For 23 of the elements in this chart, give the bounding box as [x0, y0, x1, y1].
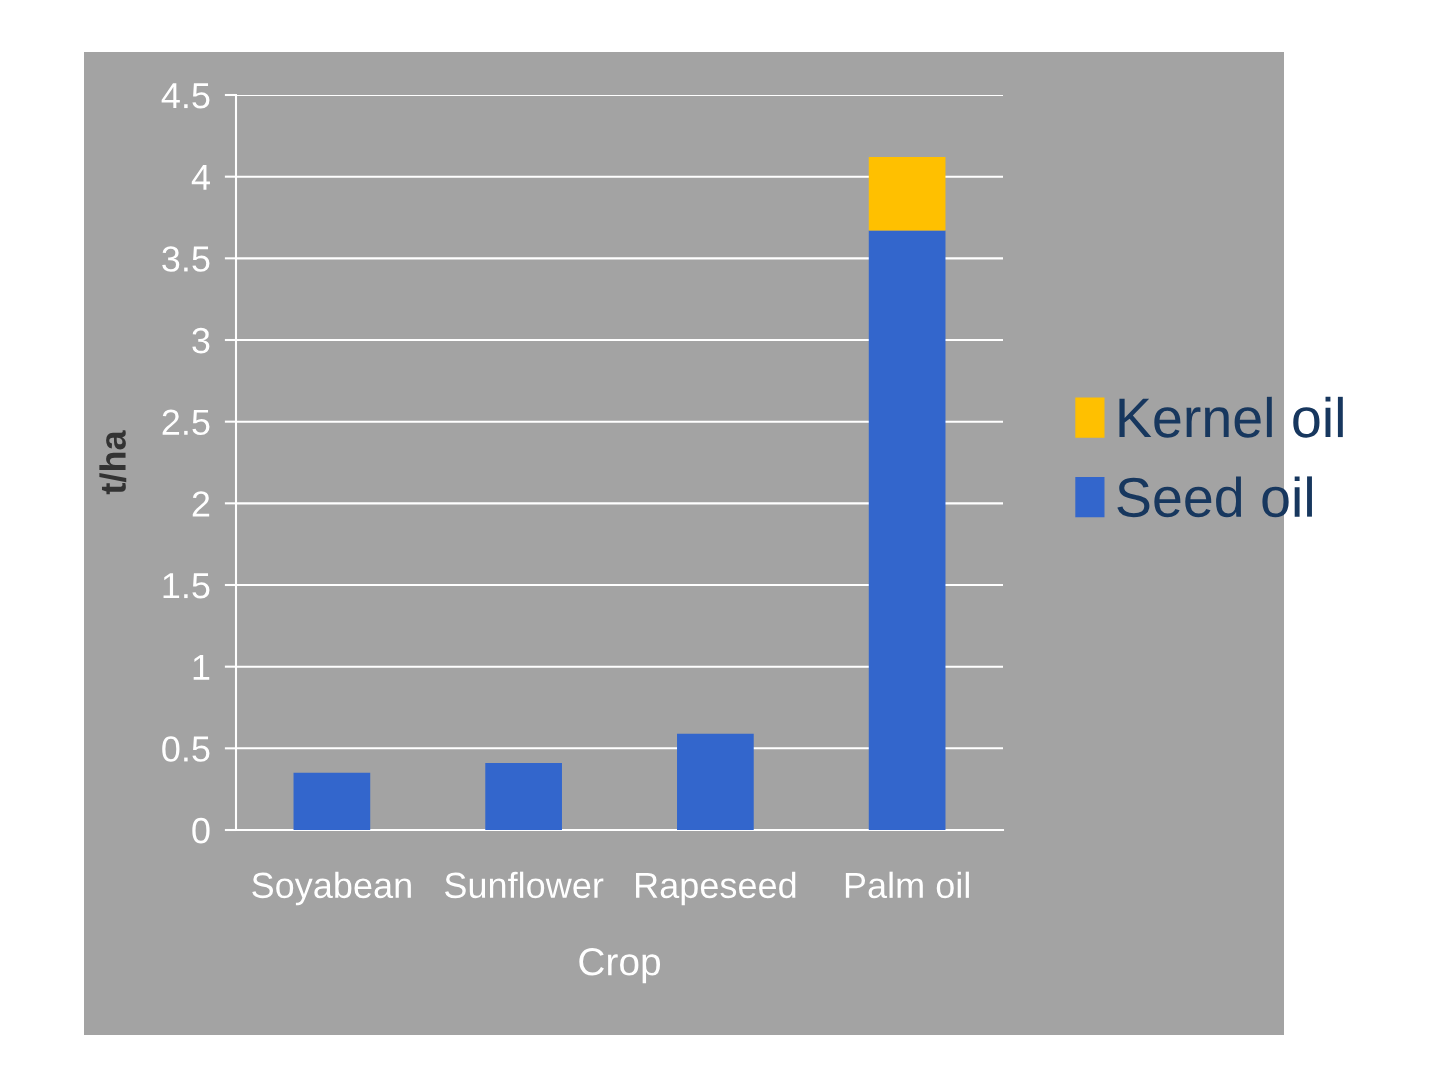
- y-tick-label: 0: [192, 817, 210, 844]
- x-tick-label: Rapeseed: [636, 871, 796, 906]
- x-tick-label: Soyabean: [252, 871, 411, 906]
- y-tick-label: 4: [191, 164, 210, 190]
- x-tick-label: Sunflower: [444, 871, 604, 899]
- y-tick-label: 2: [192, 491, 210, 517]
- bar: [485, 763, 562, 830]
- bar: [677, 733, 754, 830]
- y-tick-label: 0.5: [162, 736, 210, 762]
- legend-label: Kernel oil: [1119, 396, 1343, 438]
- x-tick-label: Palm oil: [845, 871, 969, 899]
- legend-label: Seed oil: [1117, 476, 1312, 518]
- y-tick-label: 1.5: [163, 573, 210, 599]
- y-axis-title: t/ha: [99, 430, 127, 495]
- y-tick-label: 1: [193, 654, 210, 680]
- bar: [868, 230, 946, 830]
- y-tick-label: 3: [192, 327, 210, 354]
- bar: [293, 772, 371, 830]
- y-tick-label: 2.5: [162, 409, 210, 436]
- y-tick-label: 3.5: [162, 246, 210, 272]
- bar: [868, 157, 946, 231]
- x-axis-title: Crop: [579, 948, 661, 984]
- y-tick-label: 4.5: [161, 83, 210, 109]
